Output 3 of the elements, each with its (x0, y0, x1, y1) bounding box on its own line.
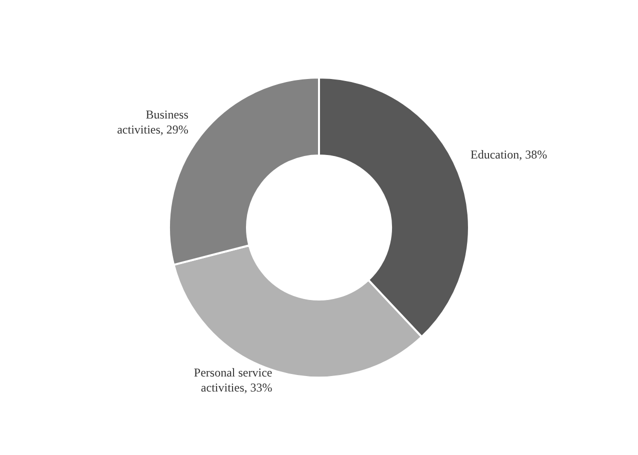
slice-label: Personal service activities, 33% (194, 365, 272, 394)
slice-label: Business activities, 29% (117, 107, 189, 136)
slice-label: Education, 38% (470, 148, 548, 162)
